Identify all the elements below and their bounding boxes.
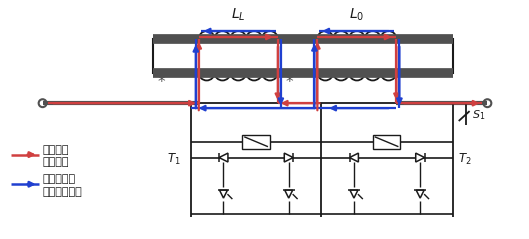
Polygon shape xyxy=(416,190,424,198)
Polygon shape xyxy=(219,153,228,162)
Text: 故障线路: 故障线路 xyxy=(43,145,69,155)
Polygon shape xyxy=(285,190,293,198)
Polygon shape xyxy=(284,153,293,162)
Text: $L_L$: $L_L$ xyxy=(231,6,245,23)
Text: $L_0$: $L_0$ xyxy=(349,6,364,23)
Text: $S_1$: $S_1$ xyxy=(471,108,485,122)
Text: $T_1$: $T_1$ xyxy=(167,152,181,167)
Polygon shape xyxy=(350,153,358,162)
Polygon shape xyxy=(416,153,425,162)
Bar xyxy=(242,135,270,149)
Text: 电流馈入路径: 电流馈入路径 xyxy=(43,187,83,197)
Circle shape xyxy=(39,99,47,107)
Text: $T_2$: $T_2$ xyxy=(458,152,471,167)
Text: *: * xyxy=(286,75,294,90)
Polygon shape xyxy=(220,190,227,198)
Bar xyxy=(373,135,400,149)
Bar xyxy=(153,39,453,73)
Text: 非故障线路: 非故障线路 xyxy=(43,174,76,184)
Text: 电流路径: 电流路径 xyxy=(43,158,69,168)
Polygon shape xyxy=(350,190,358,198)
Circle shape xyxy=(484,99,491,107)
Text: *: * xyxy=(158,75,165,90)
